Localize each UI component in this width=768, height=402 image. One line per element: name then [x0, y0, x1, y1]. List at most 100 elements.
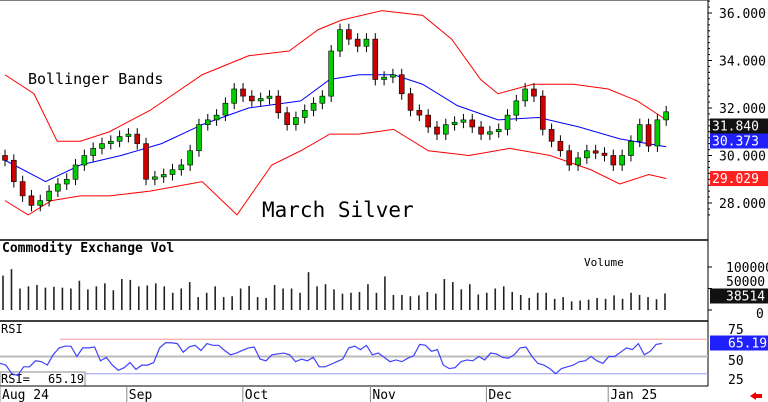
date-label: Jan 25 [610, 388, 657, 402]
rsi-tick-label: 75 [728, 323, 744, 338]
bollinger-middle-line [4, 74, 667, 183]
date-label: Nov [372, 388, 396, 402]
rsi-line [0, 342, 663, 377]
candle-up [152, 176, 158, 180]
volume-last-label: 38514 [726, 290, 765, 305]
candle-up [116, 136, 123, 142]
candle-down [28, 195, 35, 206]
candle-up [107, 140, 114, 144]
candle-up [663, 111, 670, 121]
candle-down [240, 88, 246, 97]
price-tick-label: 30.000 [719, 150, 766, 165]
candle-up [442, 124, 449, 135]
candle-up [310, 102, 317, 111]
last-lower-band-label-bg [710, 171, 768, 187]
volume-tick-label: 100000 [726, 261, 768, 276]
candle-up [390, 74, 396, 78]
candle-up [81, 155, 88, 166]
candle-up [293, 117, 299, 125]
candle-down [557, 140, 564, 152]
volume-last-label-bg [710, 288, 768, 304]
candle-up [301, 110, 308, 118]
candle-up [319, 95, 326, 104]
candle-down [407, 93, 414, 111]
indicator-label: Bollinger Bands [28, 70, 163, 88]
rsi-tick-label: 50 [728, 354, 744, 369]
candle-up [328, 50, 334, 97]
candle-down [284, 112, 290, 125]
candle-up [90, 148, 96, 156]
price-tick-label: 28.000 [719, 197, 766, 212]
candle-down [143, 143, 149, 180]
candle-up [495, 129, 502, 133]
candle-down [11, 159, 17, 182]
candle-down [548, 129, 555, 142]
candle-up [363, 38, 370, 47]
candle-up [196, 124, 202, 152]
candle-up [381, 76, 387, 80]
candle-down [19, 181, 26, 197]
price-tick-label: 36.000 [719, 7, 766, 22]
rsi-last-label-bg [710, 335, 768, 351]
candle-up [266, 95, 273, 99]
candle-up [125, 133, 132, 137]
candle-up [178, 164, 185, 171]
volume-tick-label: 50000 [726, 275, 765, 290]
candle-up [257, 98, 264, 102]
date-label: Oct [245, 388, 268, 402]
candle-down [601, 152, 608, 156]
scroll-arrow-icon[interactable] [750, 392, 762, 400]
candle-up [231, 88, 238, 104]
candle-down [134, 133, 141, 144]
last-close-label-bg [710, 118, 768, 134]
candle-up [160, 174, 167, 178]
candle-up [504, 114, 511, 130]
price-tick-label: 32.000 [719, 102, 766, 117]
candle-up [619, 155, 625, 166]
volume-label: Volume [584, 256, 624, 269]
candle-down [275, 95, 282, 114]
candle-up [222, 102, 229, 116]
bollinger-upper-line [4, 10, 667, 142]
candle-up [337, 29, 343, 52]
candle-up [575, 157, 581, 166]
last-lower-band-label: 29.029 [712, 172, 759, 187]
rsi-readout-label: RSI= [1, 372, 30, 386]
candle-up [187, 150, 193, 166]
candle-down [398, 74, 405, 95]
candle-down [434, 126, 440, 135]
candle-down [372, 38, 379, 80]
candle-up [213, 114, 220, 121]
candle-down [2, 155, 8, 161]
candle-up [522, 88, 528, 102]
volume-title: Commodity Exchange Vol [2, 241, 174, 256]
rsi-last-label: 65.19 [728, 337, 767, 352]
candle-up [628, 140, 634, 156]
rsi-tick-label: 25 [728, 373, 744, 388]
candle-up [46, 190, 52, 201]
candle-down [425, 114, 431, 128]
candle-up [99, 143, 105, 149]
candle-up [513, 100, 520, 116]
candle-down [531, 88, 537, 97]
candle-up [63, 178, 70, 185]
candle-down [354, 38, 361, 47]
candle-up [72, 164, 79, 180]
candle-down [592, 150, 599, 154]
candle-up [654, 119, 661, 147]
candle-down [610, 155, 617, 166]
chart-title: March Silver [262, 198, 414, 222]
candle-down [346, 29, 352, 40]
candle-up [204, 119, 211, 125]
candle-up [584, 150, 590, 159]
date-label: Aug 24 [2, 388, 49, 402]
candle-up [55, 183, 61, 192]
candle-up [460, 119, 467, 123]
candle-up [487, 131, 493, 135]
date-label: Sep [129, 388, 153, 402]
candle-down [539, 95, 546, 130]
candle-up [636, 124, 643, 142]
last-close-label: 31.840 [712, 120, 759, 135]
